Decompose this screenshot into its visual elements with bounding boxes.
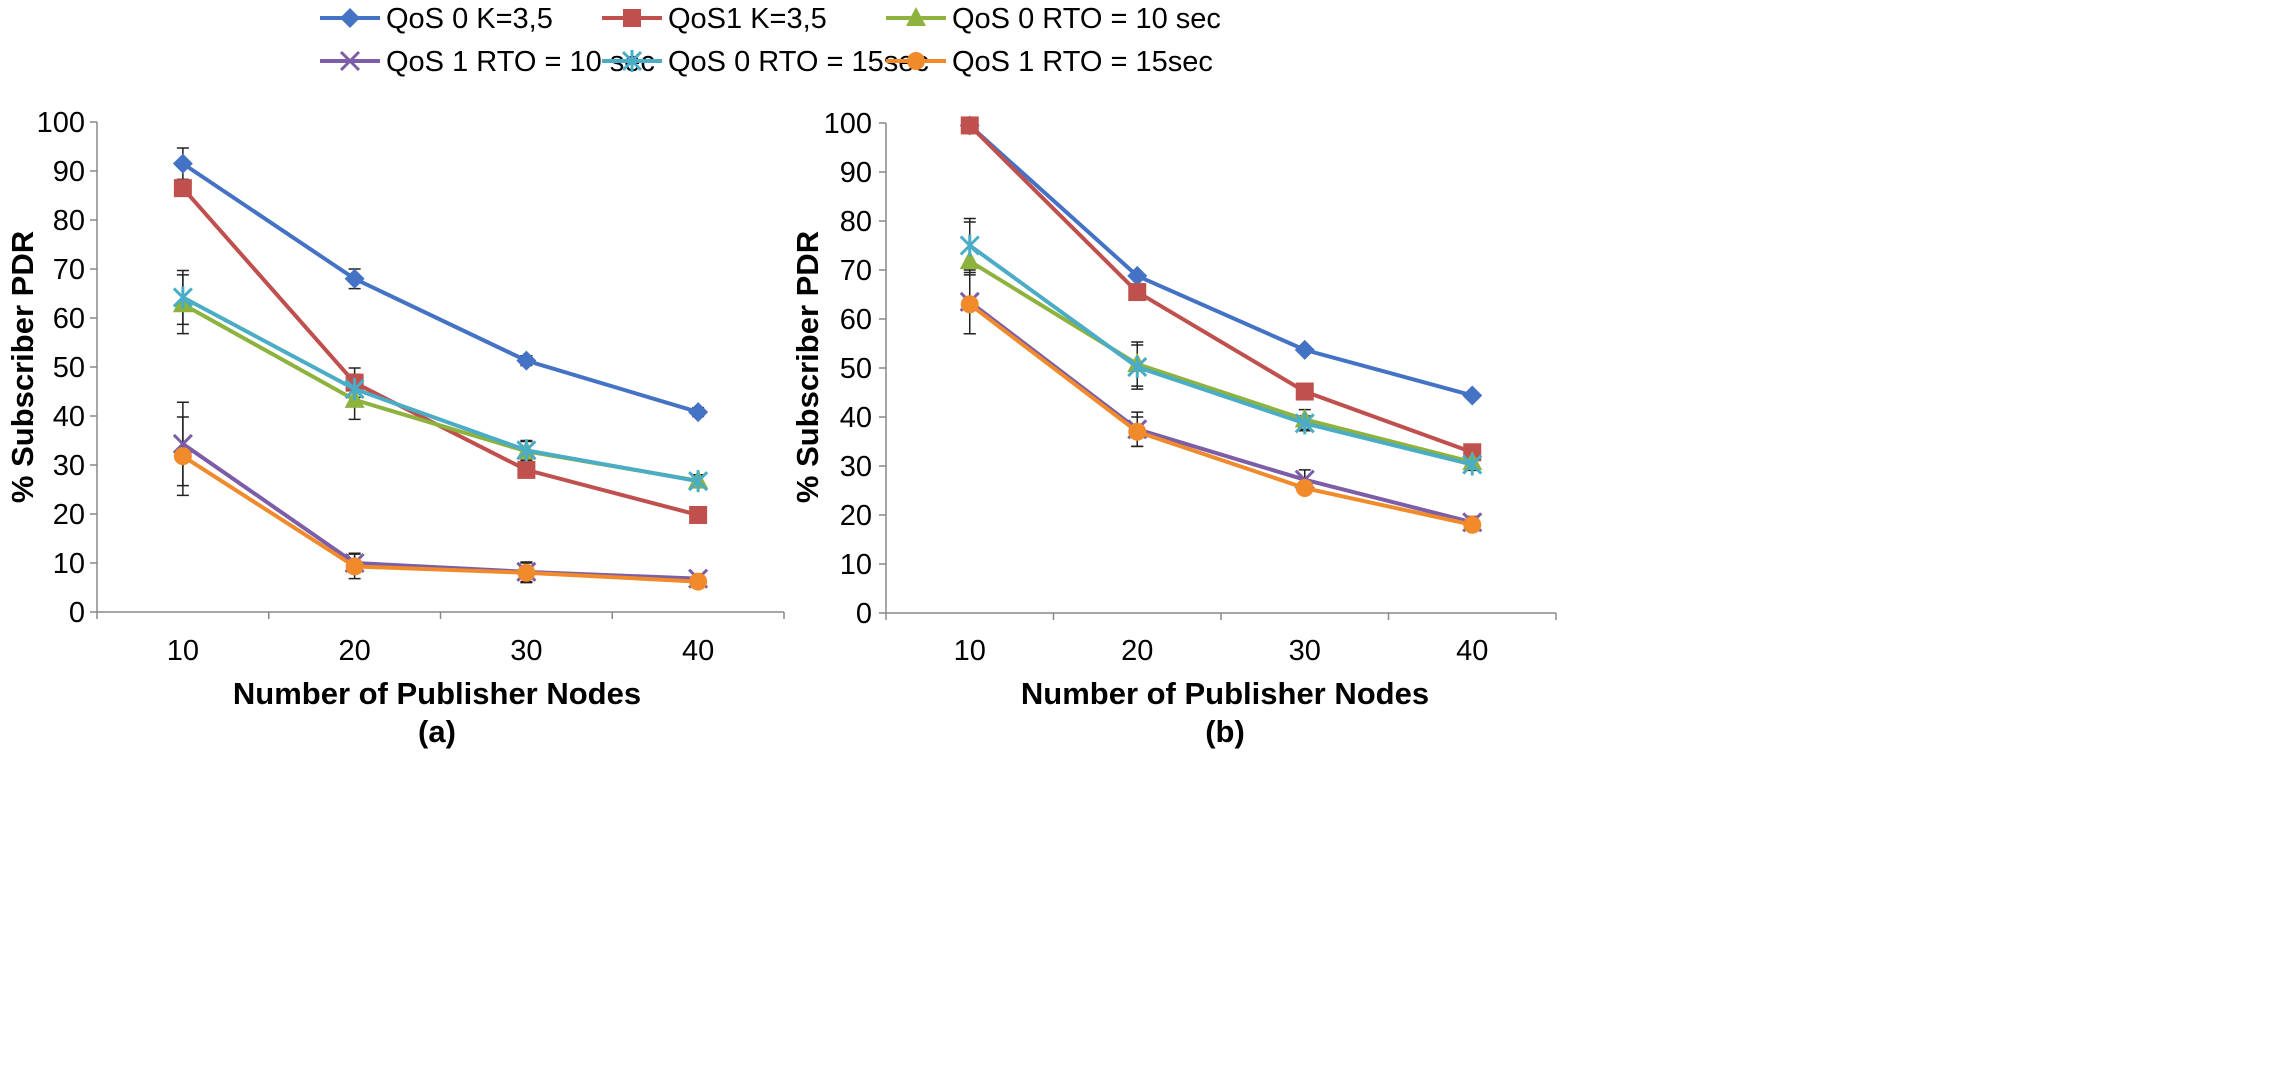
chart-a: 0 10 20 30 40 50 60 70 80 90 100 10 20 30 40 Number of … [5, 107, 785, 749]
data-point [173, 179, 192, 198]
y-tick-label: 60 [53, 303, 85, 335]
y-tick-label: 80 [840, 206, 872, 238]
x-tick-label: 30 [510, 635, 542, 667]
y-axis-title: % Subscriber PDR [790, 231, 825, 503]
legend-label: QoS 0 K=3,5 [386, 3, 553, 35]
legend-marker [339, 50, 361, 72]
data-point [689, 572, 708, 591]
series-line [181, 302, 699, 483]
x-tick-label: 40 [682, 635, 714, 667]
legend-marker [623, 9, 641, 27]
x-axis-title: Number of Publisher Nodes [1021, 676, 1429, 711]
y-tick-label: 60 [840, 304, 872, 336]
legend-marker [907, 52, 925, 70]
series-line [968, 300, 1473, 525]
series-line [181, 295, 699, 484]
y-tick-label: 90 [840, 157, 872, 189]
data-point [344, 378, 365, 401]
series-line [968, 259, 1473, 465]
y-tick-label: 100 [37, 107, 85, 139]
x-tick-label: 10 [954, 635, 986, 667]
data-point [517, 563, 536, 582]
legend-label: QoS 1 RTO = 15sec [952, 46, 1213, 78]
legend: QoS 0 K=3,5 QoS1 K=3,5 QoS 0 RTO = 10 sec Q… [320, 3, 1221, 78]
y-tick-label: 40 [840, 402, 872, 434]
y-tick-label: 70 [840, 255, 872, 287]
data-point [1462, 385, 1483, 406]
data-point [959, 234, 980, 257]
y-tick-label: 90 [53, 156, 85, 188]
data-point [172, 286, 193, 309]
data-point [173, 447, 192, 466]
y-tick-label: 40 [53, 401, 85, 433]
legend-marker [906, 7, 926, 26]
series-line [968, 302, 1473, 527]
y-tick-label: 0 [69, 597, 85, 629]
data-point [517, 460, 536, 479]
y-tick-label: 20 [53, 499, 85, 531]
legend-label: QoS 0 RTO = 15sec [668, 46, 929, 78]
data-point [689, 505, 708, 524]
legend-label: QoS 0 RTO = 10 sec [952, 3, 1221, 35]
data-point [1127, 265, 1148, 286]
series-line [181, 454, 699, 584]
x-tick-label: 10 [167, 635, 199, 667]
data-point [1463, 515, 1482, 534]
series-line [968, 123, 1473, 398]
x-tick-label: 20 [338, 635, 370, 667]
y-tick-label: 70 [53, 254, 85, 286]
x-tick-label: 30 [1289, 635, 1321, 667]
chart-caption: (a) [418, 714, 456, 749]
data-point [960, 116, 979, 135]
data-point [1295, 479, 1314, 498]
y-axis-title: % Subscriber PDR [5, 231, 40, 503]
data-point [516, 439, 537, 462]
data-point [688, 470, 709, 493]
x-tick-label: 40 [1456, 635, 1488, 667]
data-point [1127, 356, 1148, 379]
chart-caption: (b) [1205, 714, 1245, 749]
y-tick-label: 50 [840, 353, 872, 385]
data-point [1295, 382, 1314, 401]
data-point [959, 250, 980, 270]
series-line [181, 161, 699, 414]
series-line [968, 124, 1473, 455]
data-point [516, 350, 537, 371]
data-point [344, 268, 365, 289]
x-axis-title: Number of Publisher Nodes [233, 676, 641, 711]
y-tick-label: 10 [840, 549, 872, 581]
y-tick-label: 80 [53, 205, 85, 237]
x-tick-label: 20 [1121, 635, 1153, 667]
data-point [1128, 283, 1147, 302]
y-tick-label: 30 [840, 451, 872, 483]
chart-b: 0 10 20 30 40 50 60 70 80 90 100 10 20 30 40 Number of … [790, 108, 1557, 749]
legend-marker [621, 50, 643, 72]
y-tick-label: 10 [53, 548, 85, 580]
data-point [688, 402, 709, 423]
y-tick-label: 0 [856, 598, 872, 630]
y-tick-label: 20 [840, 500, 872, 532]
legend-label: QoS1 K=3,5 [668, 3, 827, 35]
legend-marker [340, 8, 360, 28]
data-point [1294, 412, 1315, 435]
data-point [345, 557, 364, 576]
data-point [1128, 422, 1147, 441]
data-point [1294, 339, 1315, 360]
series-line [181, 442, 699, 581]
data-point [1462, 453, 1483, 476]
data-point [960, 295, 979, 314]
y-tick-label: 50 [53, 352, 85, 384]
series-line [968, 243, 1473, 467]
y-tick-label: 30 [53, 450, 85, 482]
data-point [172, 153, 193, 174]
y-tick-label: 100 [824, 108, 872, 140]
